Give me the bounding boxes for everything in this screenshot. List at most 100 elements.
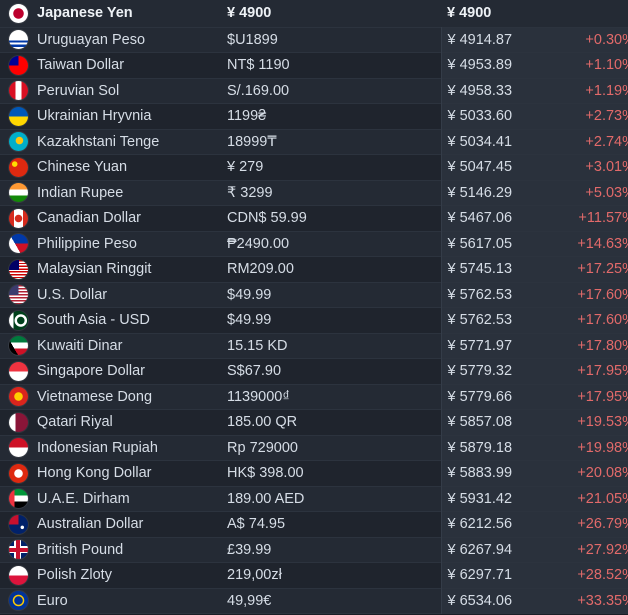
converted-price: ¥ 5146.29 <box>440 180 562 206</box>
converted-price: ¥ 5047.45 <box>440 154 562 180</box>
canada-flag-icon <box>8 208 28 228</box>
flag-cell <box>0 563 36 589</box>
philippines-flag-icon <box>8 234 28 254</box>
currency-row: Indonesian Rupiah Rp 729000 ¥ 5879.18 +19.9… <box>0 435 628 461</box>
price-difference: +28.52% <box>562 562 628 588</box>
currency-row: Uruguayan Peso $U1899 ¥ 4914.87+0.30% <box>0 27 628 53</box>
price-difference: +17.25% <box>562 256 628 282</box>
flag-cell <box>0 0 36 27</box>
price-difference: +1.10% <box>562 52 628 78</box>
currency-row: Euro 49,99€ ¥ 6534.06+33.35% <box>0 588 628 614</box>
currency-row: Ukrainian Hryvnia 1199₴ ¥ 5033.60+2.73% <box>0 103 628 130</box>
converted-price: ¥ 5779.32 <box>440 358 562 384</box>
currency-name: Philippine Peso <box>37 235 137 252</box>
local-price: $49.99 <box>227 312 272 329</box>
local-price: £39.99 <box>227 541 272 558</box>
pakistan-flag-icon <box>8 310 28 330</box>
taiwan-flag-icon <box>8 55 28 75</box>
flag-cell <box>0 359 36 385</box>
currency-row: Australian Dollar A$ 74.95 ¥ 6212.56 +26.79… <box>0 511 628 537</box>
flag-cell <box>0 435 36 461</box>
currency-row: Qatari Riyal 185.00 QR ¥ 5857.08+19.53% <box>0 409 628 436</box>
local-price: NT$ 1190 <box>227 57 290 74</box>
converted-price: ¥ 5467.06 <box>440 205 562 231</box>
hong-kong-flag-icon <box>8 463 28 483</box>
currency-row: Vietnamese Dong 1139000₫ ¥ 5779.66+17.95% <box>0 384 628 410</box>
converted-price: ¥ 5745.13 <box>440 256 562 282</box>
price-difference: +21.05% <box>562 486 628 512</box>
price-difference: +17.60% <box>562 307 628 333</box>
converted-price: ¥ 5779.66 <box>440 384 562 410</box>
flag-cell <box>0 180 36 206</box>
currency-name: Indian Rupee <box>37 184 124 201</box>
price-difference: +19.53% <box>562 409 628 435</box>
converted-price: ¥ 6534.06 <box>440 588 562 614</box>
currency-name: Qatari Riyal <box>37 414 113 431</box>
converted-price: ¥ 6297.71 <box>440 562 562 588</box>
currency-name: Polish Zloty <box>37 567 112 584</box>
currency-name: Canadian Dollar <box>37 210 141 227</box>
converted-price: ¥ 5857.08 <box>440 409 562 435</box>
flag-cell <box>0 78 36 104</box>
singapore-flag-icon <box>8 361 28 381</box>
converted-price: ¥ 4958.33 <box>440 78 562 104</box>
price-difference: +1.19% <box>562 78 628 104</box>
flag-cell <box>0 231 36 257</box>
currency-name: Euro <box>37 592 68 609</box>
flag-cell <box>0 129 36 155</box>
vietnam-flag-icon <box>8 387 28 407</box>
local-price: RM209.00 <box>227 261 294 278</box>
flag-cell <box>0 333 36 359</box>
peru-flag-icon <box>8 81 28 101</box>
currency-name: Indonesian Rupiah <box>37 439 158 456</box>
local-price: Rp 729000 <box>227 439 298 456</box>
converted-price: ¥ 5771.97 <box>440 333 562 359</box>
currency-row: Taiwan Dollar NT$ 1190 ¥ 4953.89+1.10% <box>0 52 628 78</box>
price-difference: +17.95% <box>562 358 628 384</box>
currency-name: Hong Kong Dollar <box>37 465 152 482</box>
qatar-flag-icon <box>8 412 28 432</box>
currency-row: Malaysian Ringgit RM209.00 ¥ 5745.13 +17.25… <box>0 256 628 283</box>
flag-cell <box>0 588 36 614</box>
converted-price: ¥ 4900 <box>447 5 492 22</box>
currency-row: Peruvian Sol S/.169.00 ¥ 4958.33+1.19% <box>0 78 628 104</box>
japan-flag-icon <box>8 3 28 23</box>
price-difference: +17.80% <box>562 333 628 359</box>
currency-row: U.S. Dollar $49.99 ¥ 5762.53+17.60% <box>0 282 628 308</box>
currency-name: U.A.E. Dirham <box>37 490 130 507</box>
currency-name: Uruguayan Peso <box>37 31 146 48</box>
price-difference: +20.08% <box>562 460 628 486</box>
currency-row: Hong Kong Dollar HK$ 398.00 ¥ 5883.99 +20.0… <box>0 460 628 486</box>
local-price: ¥ 279 <box>227 159 264 176</box>
price-difference: +17.60% <box>562 282 628 308</box>
kazakhstan-flag-icon <box>8 132 28 152</box>
flag-cell <box>0 486 36 512</box>
price-difference: +17.95% <box>562 384 628 410</box>
flag-cell <box>0 27 36 53</box>
local-price: ₹ 3299 <box>227 184 273 201</box>
price-difference: +2.74% <box>562 129 628 155</box>
flag-cell <box>0 384 36 410</box>
price-difference: +14.63% <box>562 231 628 257</box>
flag-cell <box>0 104 36 130</box>
flag-cell <box>0 410 36 436</box>
uruguay-flag-icon <box>8 30 28 50</box>
local-price: $U1899 <box>227 31 278 48</box>
converted-price: ¥ 5034.41 <box>440 129 562 155</box>
currency-row: Chinese Yuan ¥ 279 ¥ 5047.45+3.01% <box>0 154 628 180</box>
currency-row: Singapore Dollar S$67.90 ¥ 5779.32+17.95% <box>0 358 628 385</box>
indonesia-flag-icon <box>8 438 28 458</box>
converted-price: ¥ 6267.94 <box>440 537 562 563</box>
currency-row: Kuwaiti Dinar 15.15 KD ¥ 5771.97+17.80% <box>0 333 628 359</box>
currency-name: Kuwaiti Dinar <box>37 337 123 354</box>
local-price: ₱2490.00 <box>227 235 290 252</box>
currency-name: Australian Dollar <box>37 516 144 533</box>
price-difference: +3.01% <box>562 154 628 180</box>
local-price: 185.00 QR <box>227 414 298 431</box>
converted-price: ¥ 5033.60 <box>440 103 562 129</box>
flag-cell <box>0 282 36 308</box>
price-difference: +27.92% <box>562 537 628 563</box>
flag-cell <box>0 257 36 283</box>
china-flag-icon <box>8 157 28 177</box>
